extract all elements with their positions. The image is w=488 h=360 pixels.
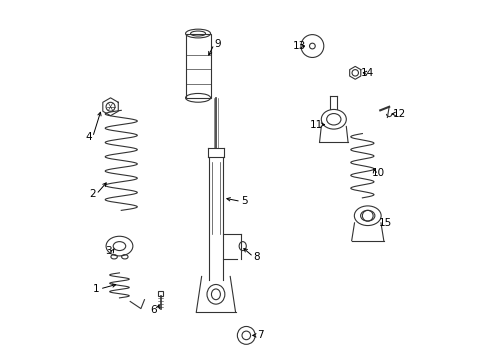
Text: 3: 3: [105, 247, 112, 256]
Text: 11: 11: [309, 120, 322, 130]
Text: 15: 15: [378, 218, 391, 228]
Text: 14: 14: [360, 68, 374, 78]
Text: 2: 2: [89, 189, 96, 199]
Text: 5: 5: [241, 197, 247, 206]
Text: 9: 9: [214, 39, 221, 49]
Text: 1: 1: [93, 284, 100, 294]
Text: 13: 13: [293, 41, 306, 51]
Text: 4: 4: [85, 132, 92, 142]
Text: 12: 12: [392, 109, 406, 119]
Text: 8: 8: [253, 252, 260, 262]
Text: 6: 6: [150, 305, 156, 315]
Text: 10: 10: [371, 168, 384, 178]
Text: 7: 7: [257, 330, 264, 341]
